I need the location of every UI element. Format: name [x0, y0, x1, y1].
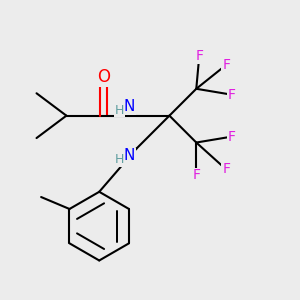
Text: N: N [123, 99, 135, 114]
Text: H: H [115, 104, 124, 117]
Text: N: N [123, 148, 135, 164]
Text: F: F [228, 88, 236, 102]
Text: O: O [97, 68, 110, 86]
Text: F: F [195, 49, 203, 63]
Text: F: F [228, 130, 236, 144]
Text: F: F [192, 168, 200, 182]
Text: F: F [222, 58, 230, 72]
Text: H: H [115, 153, 124, 166]
Text: F: F [222, 162, 230, 176]
